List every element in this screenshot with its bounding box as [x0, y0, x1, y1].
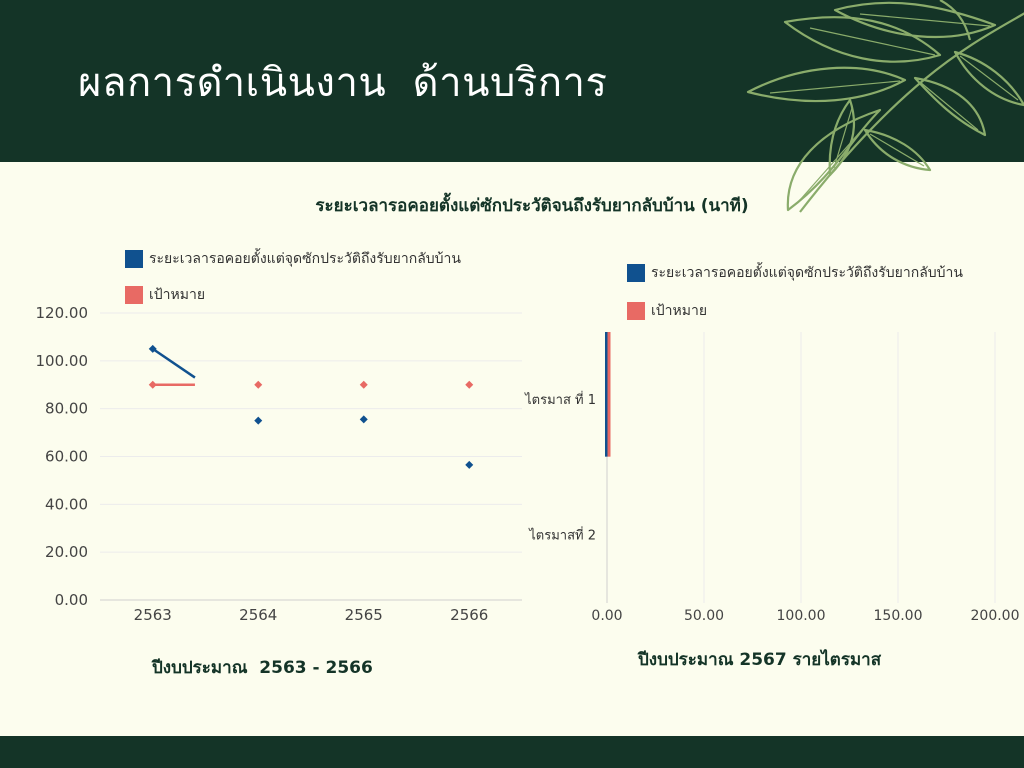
header-bar: ผลการดำเนินงาน ด้านบริการ — [0, 0, 1024, 162]
legend-swatch — [627, 264, 645, 282]
chart-title: ระยะเวลารอคอยตั้งแต่ซักประวัติจนถึงรับยา… — [315, 196, 749, 216]
category-label: ไตรมาส ที่ 1 — [524, 391, 596, 408]
x-axis-label-right: ปีงบประมาณ 2567 รายไตรมาส — [638, 650, 882, 670]
legend-label: ระยะเวลารอคอยตั้งแต่จุดซักประวัติถึงรับย… — [149, 251, 461, 267]
y-tick-label: 40.00 — [45, 495, 88, 513]
y-tick-label: 120.00 — [36, 304, 89, 322]
x-tick-label: 2566 — [450, 606, 488, 624]
bar-chart-2567-quarterly: 0.00 50.00 100.00 150.00 200.00 ไตรมาส ที่ 1… — [524, 332, 1020, 624]
legend-label: เป้าหมาย — [149, 287, 206, 303]
legend-item-wait: ระยะเวลารอคอยตั้งแต่จุดซักประวัติถึงรับย… — [125, 248, 461, 270]
data-point — [148, 344, 157, 353]
legend-swatch — [125, 250, 143, 268]
data-point — [359, 415, 368, 424]
y-tick-label: 0.00 — [55, 591, 88, 609]
x-axis-label-left: ปีงบประมาณ 2563 - 2566 — [152, 658, 373, 678]
leaf-branch-icon — [746, 0, 1024, 213]
x-tick-label: 100.00 — [777, 608, 826, 624]
data-point — [254, 380, 263, 389]
x-tick-label: 50.00 — [684, 608, 724, 624]
category-label: ไตรมาสที่ 2 — [528, 526, 596, 543]
data-point — [465, 380, 474, 389]
line-chart-2563-2566: 0.00 20.00 40.00 60.00 80.00 100.00 120.00 256… — [36, 304, 522, 624]
legend-item-target: เป้าหมาย — [627, 300, 707, 322]
y-tick-label: 20.00 — [45, 543, 88, 561]
bar — [607, 332, 611, 457]
slide-title: ผลการดำเนินงาน ด้านบริการ — [78, 60, 608, 106]
y-tick-label: 80.00 — [45, 400, 88, 418]
legend-label: เป้าหมาย — [651, 303, 708, 319]
legend-item-target: เป้าหมาย — [125, 284, 205, 306]
x-tick-label: 2563 — [134, 606, 172, 624]
data-point — [148, 380, 157, 389]
data-point — [254, 416, 263, 425]
x-tick-label: 2564 — [239, 606, 277, 624]
series-line-segment — [152, 347, 196, 379]
legend-label: ระยะเวลารอคอยตั้งแต่จุดซักประวัติถึงรับย… — [651, 265, 963, 281]
x-tick-label: 200.00 — [971, 608, 1020, 624]
data-point — [465, 460, 474, 469]
data-point — [359, 380, 368, 389]
y-tick-label: 60.00 — [45, 448, 88, 466]
footer-bar — [0, 736, 1024, 768]
bar — [605, 332, 608, 457]
legend-item-wait: ระยะเวลารอคอยตั้งแต่จุดซักประวัติถึงรับย… — [627, 262, 963, 284]
x-tick-label: 0.00 — [591, 608, 622, 624]
x-tick-label: 2565 — [345, 606, 383, 624]
x-tick-label: 150.00 — [874, 608, 923, 624]
legend-swatch — [125, 286, 143, 304]
y-tick-label: 100.00 — [36, 352, 89, 370]
legend-swatch — [627, 302, 645, 320]
